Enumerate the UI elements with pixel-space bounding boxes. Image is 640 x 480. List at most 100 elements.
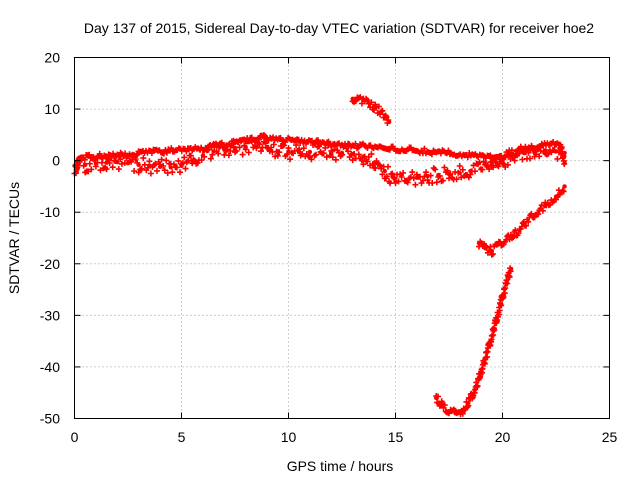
plot-frame <box>74 57 610 419</box>
y-tick-label: 20 <box>44 50 60 66</box>
data-point <box>104 160 109 165</box>
data-point <box>489 162 494 167</box>
data-point <box>243 145 248 150</box>
data-point <box>361 97 366 103</box>
data-point <box>489 154 494 159</box>
data-point <box>498 302 503 308</box>
x-axis-label: GPS time / hours <box>287 458 394 474</box>
data-point <box>472 387 477 393</box>
data-point <box>254 144 259 149</box>
data-point <box>446 409 452 414</box>
data-point <box>476 241 482 246</box>
x-tick-label: 10 <box>281 429 297 445</box>
data-point <box>318 150 323 155</box>
data-point <box>382 113 387 118</box>
data-point <box>205 145 210 150</box>
y-tick-label: 10 <box>44 101 60 117</box>
data-point <box>307 149 313 155</box>
data-point <box>504 279 509 284</box>
data-point <box>553 194 559 199</box>
data-point <box>350 151 355 157</box>
data-point <box>485 349 490 354</box>
series-arc-high <box>349 94 392 126</box>
data-point <box>521 222 527 228</box>
data-point <box>190 158 195 163</box>
y-axis-label: SDTVAR / TECUs <box>6 182 22 294</box>
data-point <box>232 140 238 145</box>
data-point <box>232 145 238 150</box>
data-point <box>361 154 366 159</box>
data-point <box>425 173 430 179</box>
data-point <box>157 164 163 169</box>
data-point <box>200 153 206 158</box>
grid-layer <box>74 57 610 419</box>
x-tick-label: 15 <box>388 429 404 445</box>
data-point <box>76 155 82 161</box>
data-point <box>93 161 99 166</box>
data-point <box>286 149 291 154</box>
data-point <box>453 411 458 416</box>
data-point <box>483 246 488 251</box>
y-tick-label: -10 <box>40 204 60 220</box>
data-point <box>436 172 441 178</box>
y-tick-label: -30 <box>40 307 60 323</box>
data-point <box>543 203 548 209</box>
data-point <box>386 119 392 125</box>
data-point <box>74 168 79 174</box>
data-point <box>489 248 494 254</box>
data-point <box>440 403 445 408</box>
data-point <box>500 241 505 246</box>
chart-title: Day 137 of 2015, Sidereal Day-to-day VTE… <box>84 20 594 36</box>
data-point <box>339 150 345 156</box>
data-point <box>496 155 501 161</box>
data-point <box>491 326 497 331</box>
data-layer <box>71 94 568 418</box>
data-point <box>457 170 462 176</box>
data-point <box>414 175 420 180</box>
data-point <box>275 149 280 154</box>
tick-layer: 0 5 10 15 20 25 -50 -40 -30 -20 -10 0 10 20 <box>40 50 618 446</box>
data-point <box>83 162 88 167</box>
data-point <box>264 136 270 141</box>
data-point <box>549 140 554 145</box>
data-point <box>532 212 537 217</box>
data-point <box>532 145 537 150</box>
y-tick-label: -40 <box>40 359 60 375</box>
data-point <box>254 136 259 142</box>
series-rising <box>476 184 567 258</box>
data-point <box>329 150 334 156</box>
data-point <box>562 161 567 166</box>
data-point <box>508 266 514 272</box>
data-point <box>211 149 216 154</box>
data-point <box>562 184 567 189</box>
y-tick-label: -50 <box>40 411 60 427</box>
data-point <box>168 165 173 170</box>
data-point <box>382 168 387 174</box>
data-point <box>350 96 355 102</box>
data-point <box>404 178 409 183</box>
y-tick-label: 0 <box>52 153 60 169</box>
data-point <box>459 408 464 413</box>
data-point <box>543 148 548 153</box>
data-point <box>371 161 377 166</box>
x-tick-label: 5 <box>178 429 186 445</box>
data-point <box>115 160 120 165</box>
data-point <box>371 104 377 109</box>
series-spikes <box>73 132 568 174</box>
y-tick-label: -20 <box>40 256 60 272</box>
x-tick-label: 20 <box>495 429 511 445</box>
data-point <box>511 233 516 238</box>
data-point <box>297 149 302 155</box>
data-point <box>558 143 563 148</box>
data-point <box>264 145 270 150</box>
data-point <box>393 179 398 184</box>
x-tick-label: 0 <box>71 429 79 445</box>
data-point <box>466 400 471 406</box>
data-point <box>478 166 484 171</box>
x-tick-label: 25 <box>602 429 618 445</box>
data-point <box>434 395 439 401</box>
data-point <box>125 161 131 166</box>
data-point <box>136 162 141 167</box>
data-point <box>147 163 152 168</box>
